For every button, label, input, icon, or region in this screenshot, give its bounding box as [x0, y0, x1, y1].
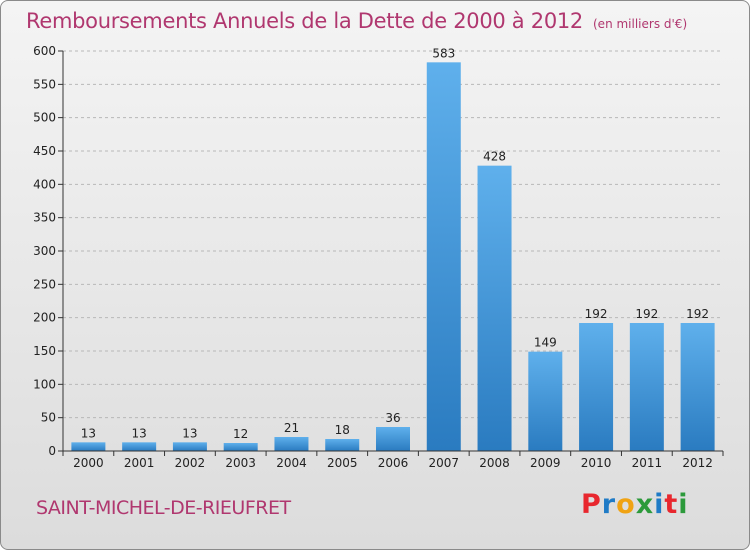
bar-2011[interactable]	[629, 323, 664, 451]
logo-letter: r	[601, 489, 617, 520]
logo-letter: t	[664, 489, 679, 520]
data-label-2008: 428	[483, 150, 506, 164]
x-tick-label-2010: 2010	[581, 456, 612, 470]
bar-2005[interactable]	[325, 439, 360, 451]
data-label-2009: 149	[534, 336, 557, 350]
x-tick-label-2011: 2011	[632, 456, 663, 470]
chart-title-text: Remboursements Annuels de la Dette de 20…	[26, 9, 583, 33]
x-tick-label-2009: 2009	[530, 456, 561, 470]
chart-unit: (en milliers d'€)	[593, 17, 688, 31]
bar-2010[interactable]	[579, 323, 614, 451]
data-label-2003: 12	[233, 427, 248, 441]
data-label-2000: 13	[81, 426, 96, 440]
x-tick-label-2004: 2004	[276, 456, 307, 470]
y-tick-label: 500	[33, 111, 56, 125]
y-tick-label: 100	[33, 377, 56, 391]
bar-2008[interactable]	[477, 165, 512, 451]
logo-letter: i	[654, 489, 665, 520]
x-tick-label-2001: 2001	[124, 456, 155, 470]
data-label-2007: 583	[432, 46, 455, 60]
x-tick-label-2000: 2000	[73, 456, 104, 470]
data-label-2005: 18	[335, 423, 350, 437]
y-tick-label: 400	[33, 177, 56, 191]
data-label-2004: 21	[284, 421, 299, 435]
logo-letter: o	[616, 489, 636, 520]
x-tick-label-2002: 2002	[175, 456, 206, 470]
commune-name: SAINT-MICHEL-DE-RIEUFRET	[36, 497, 291, 519]
bar-2001[interactable]	[122, 442, 157, 451]
x-tick-label-2008: 2008	[479, 456, 510, 470]
data-label-2010: 192	[585, 307, 608, 321]
bars	[71, 62, 715, 451]
data-labels: 13 13 13 12 21 18 36 583 428 149 192 192 192	[81, 46, 709, 441]
y-tick-label: 0	[48, 444, 56, 458]
grid-lines	[63, 50, 723, 419]
logo-letter: x	[635, 489, 655, 520]
y-tick-label: 550	[33, 77, 56, 91]
y-tick-label: 150	[33, 344, 56, 358]
y-tick-label: 200	[33, 311, 56, 325]
data-label-2012: 192	[686, 307, 709, 321]
x-tick-label-2006: 2006	[378, 456, 409, 470]
bar-2009[interactable]	[528, 351, 563, 451]
bar-2006[interactable]	[376, 427, 410, 451]
x-axis-ticks: 2000 2001 2002 2003 2004 2005 2006 2007 2008 2009…	[62, 451, 724, 470]
bar-2000[interactable]	[71, 442, 106, 451]
bar-2004[interactable]	[274, 437, 309, 451]
data-label-2002: 13	[182, 426, 197, 440]
chart-title: Remboursements Annuels de la Dette de 20…	[26, 9, 687, 33]
proxiti-logo[interactable]: Proxiti	[581, 489, 689, 520]
data-label-2006: 36	[385, 411, 400, 425]
y-tick-label: 50	[41, 411, 56, 425]
y-tick-label: 450	[33, 144, 56, 158]
x-tick-label-2005: 2005	[327, 456, 358, 470]
y-tick-label: 600	[33, 44, 56, 58]
logo-letter: i	[678, 489, 689, 520]
bar-2002[interactable]	[172, 442, 207, 451]
y-tick-label: 350	[33, 211, 56, 225]
y-tick-label: 300	[33, 244, 56, 258]
y-axis-ticks: 0 50 100 150 200 250 300 350 400 450 500 550 600	[33, 44, 63, 458]
logo-letter: P	[581, 489, 602, 520]
data-label-2011: 192	[635, 307, 658, 321]
bar-2012[interactable]	[680, 323, 715, 451]
x-tick-label-2007: 2007	[428, 456, 459, 470]
data-label-2001: 13	[132, 426, 147, 440]
x-tick-label-2012: 2012	[682, 456, 713, 470]
bar-2003[interactable]	[223, 443, 258, 451]
x-tick-label-2003: 2003	[225, 456, 256, 470]
y-tick-label: 250	[33, 277, 56, 291]
bar-2007[interactable]	[426, 62, 461, 451]
